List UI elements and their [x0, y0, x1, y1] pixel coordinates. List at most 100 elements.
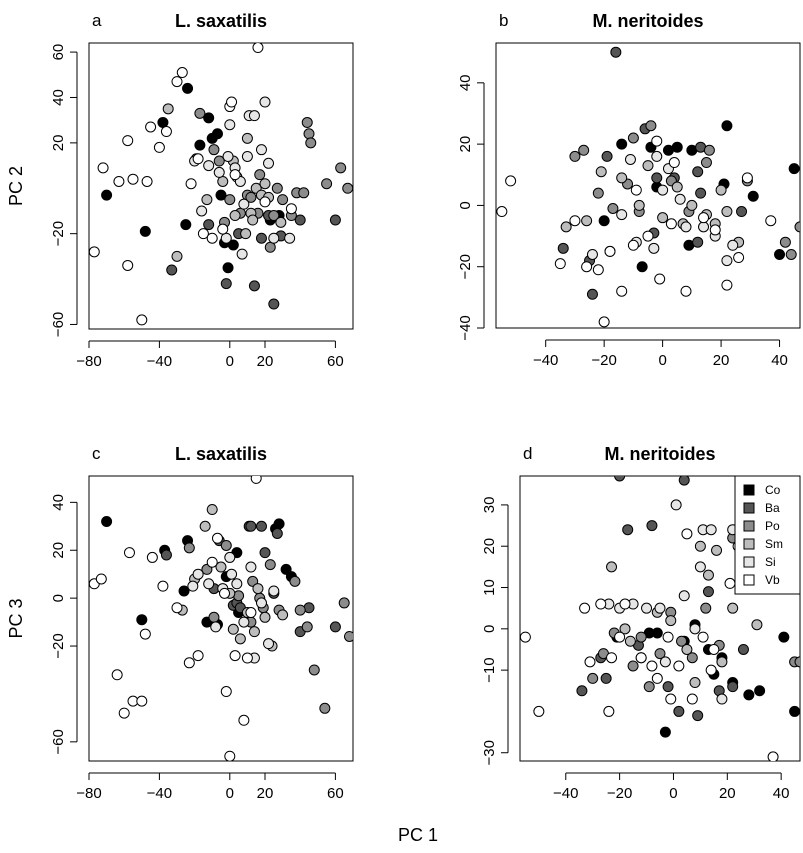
- point-vb: [136, 314, 148, 326]
- point-ba: [586, 288, 598, 300]
- point-ba: [576, 685, 588, 697]
- point-sm: [240, 228, 252, 240]
- point-vb: [533, 705, 545, 717]
- point-vb: [171, 602, 183, 614]
- point-sm: [560, 221, 572, 233]
- point-ba: [255, 232, 267, 244]
- y-tick-label: −40: [457, 315, 474, 340]
- point-po: [321, 178, 333, 190]
- point-po: [183, 542, 195, 554]
- point-si: [236, 248, 248, 260]
- point-po: [294, 604, 306, 616]
- point-co: [721, 120, 733, 132]
- point-ba: [294, 214, 306, 226]
- point-si: [616, 209, 628, 221]
- point-co: [136, 614, 148, 626]
- panel-letter: a: [92, 11, 102, 30]
- point-ba: [557, 242, 569, 254]
- point-vb: [616, 285, 628, 297]
- point-po: [264, 559, 276, 571]
- point-vb: [206, 232, 218, 244]
- point-sm: [227, 623, 239, 635]
- point-vb: [136, 695, 148, 707]
- point-vb: [635, 652, 647, 664]
- point-si: [203, 160, 215, 172]
- point-ba: [692, 166, 704, 178]
- point-si: [259, 96, 271, 108]
- point-vb: [642, 230, 654, 242]
- point-vb: [185, 178, 197, 190]
- y-tick-label: −20: [50, 633, 67, 658]
- point-vb: [224, 750, 236, 761]
- point-si: [586, 248, 598, 260]
- y-tick-label: −60: [50, 312, 67, 337]
- point-vb: [285, 203, 297, 215]
- point-po: [779, 236, 791, 248]
- panel-title: M. neritoides: [592, 11, 703, 31]
- x-tick-label: 0: [226, 785, 234, 802]
- point-co: [671, 141, 683, 153]
- point-si: [203, 578, 215, 590]
- point-vb: [721, 279, 733, 291]
- point-ba: [271, 527, 283, 539]
- x-tick-label: −20: [591, 352, 616, 369]
- point-vb: [686, 693, 698, 705]
- point-po: [343, 630, 353, 642]
- panel-letter: b: [499, 11, 508, 30]
- point-co: [778, 631, 790, 643]
- point-ba: [600, 672, 612, 684]
- point-sm: [595, 166, 607, 178]
- point-po: [338, 597, 350, 609]
- point-vb: [765, 215, 777, 227]
- point-vb: [141, 175, 153, 187]
- point-po: [700, 157, 712, 169]
- point-vb: [245, 607, 257, 619]
- point-ba: [245, 520, 257, 532]
- point-vb: [665, 693, 677, 705]
- point-co: [636, 261, 648, 273]
- point-vb: [127, 173, 139, 185]
- point-sm: [633, 199, 645, 211]
- point-vb: [733, 252, 745, 264]
- point-po: [785, 248, 797, 260]
- x-tick-label: 20: [713, 352, 730, 369]
- point-co: [139, 225, 151, 237]
- y-tick-label: 10: [481, 579, 498, 596]
- point-po: [643, 681, 655, 693]
- point-co: [774, 248, 786, 260]
- point-vb: [619, 598, 631, 610]
- point-vb: [157, 580, 169, 592]
- y-tick-label: 40: [50, 494, 67, 511]
- point-vb: [238, 714, 250, 726]
- y-tick-label: −20: [457, 254, 474, 279]
- legend-box: [734, 475, 801, 595]
- point-si: [231, 578, 243, 590]
- point-po: [627, 660, 639, 672]
- y-tick-label: 20: [50, 542, 67, 559]
- point-si: [255, 597, 267, 609]
- point-vb: [673, 660, 685, 672]
- point-si: [694, 561, 706, 573]
- x-tick-label: 0: [669, 785, 677, 802]
- point-vb: [145, 121, 157, 133]
- legend-label: Si: [765, 555, 776, 569]
- point-po: [578, 144, 590, 156]
- plot-frame: [88, 475, 354, 762]
- point-si: [224, 119, 236, 131]
- point-si: [213, 166, 225, 178]
- point-sm: [715, 184, 727, 196]
- point-po: [254, 169, 266, 181]
- panel-d: d M. neritoides −40 −20 0 20 40 −30 −10 0 10 20 30 Co…: [481, 444, 801, 802]
- point-sm: [259, 178, 271, 190]
- point-sm: [694, 540, 706, 552]
- point-ba: [255, 520, 267, 532]
- point-po: [569, 150, 581, 162]
- point-si: [670, 499, 682, 511]
- point-vb: [226, 96, 238, 108]
- y-tick-label: 0: [457, 201, 474, 209]
- point-vb: [604, 245, 616, 257]
- point-vb: [97, 162, 109, 174]
- point-si: [680, 221, 692, 233]
- point-po: [224, 194, 236, 206]
- y-tick-label: 0: [50, 594, 67, 602]
